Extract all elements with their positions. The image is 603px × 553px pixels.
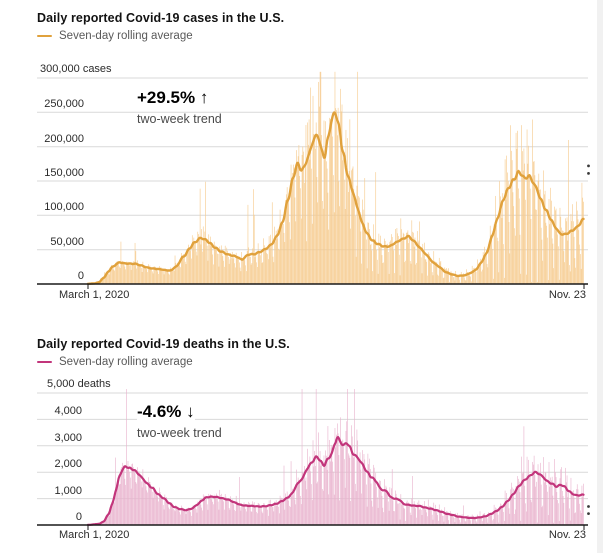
y-axis-label: 3,000 [54, 431, 82, 444]
deaths-legend-label: Seven-day rolling average [59, 356, 193, 368]
y-axis-label: 100,000 [44, 201, 84, 214]
y-axis-label: 4,000 [54, 405, 82, 418]
cases-x-axis-end-label: Nov. 23 [548, 289, 586, 301]
legend-line-swatch [37, 360, 52, 364]
deaths-legend: Seven-day rolling average [37, 355, 193, 369]
cases-trend-annotation-label: two-week trend [137, 112, 222, 126]
deaths-y-axis-top-label: 5,000 deaths [47, 378, 111, 390]
y-axis-label: 200,000 [44, 132, 84, 145]
y-axis-label: 0 [75, 511, 82, 523]
cases-trend-annotation: +29.5% ↑ [137, 88, 209, 107]
y-axis-label: 2,000 [54, 458, 82, 471]
cases-x-axis-start-label: March 1, 2020 [59, 289, 130, 301]
cases-legend-label: Seven-day rolling average [59, 30, 193, 42]
y-axis-label: 1,000 [54, 484, 82, 497]
deaths-trend-annotation-label: two-week trend [137, 426, 222, 440]
y-axis-label: 0 [77, 270, 84, 282]
deaths-trend-annotation: -4.6% ↓ [137, 402, 195, 421]
cases-chart-title: Daily reported Covid-19 cases in the U.S… [37, 11, 285, 25]
deaths-x-axis-start-label: March 1, 2020 [59, 529, 130, 541]
legend-line-swatch [37, 34, 52, 38]
page-right-edge [597, 0, 603, 553]
cases-y-axis-top-label: 300,000 cases [40, 63, 112, 75]
deaths-x-axis-end-label: Nov. 23 [548, 529, 586, 541]
cases-legend: Seven-day rolling average [37, 29, 193, 43]
y-axis-label: 250,000 [44, 98, 84, 111]
deaths-chart-title: Daily reported Covid-19 deaths in the U.… [37, 337, 290, 351]
y-axis-label: 50,000 [50, 235, 84, 248]
y-axis-label: 150,000 [44, 167, 84, 179]
